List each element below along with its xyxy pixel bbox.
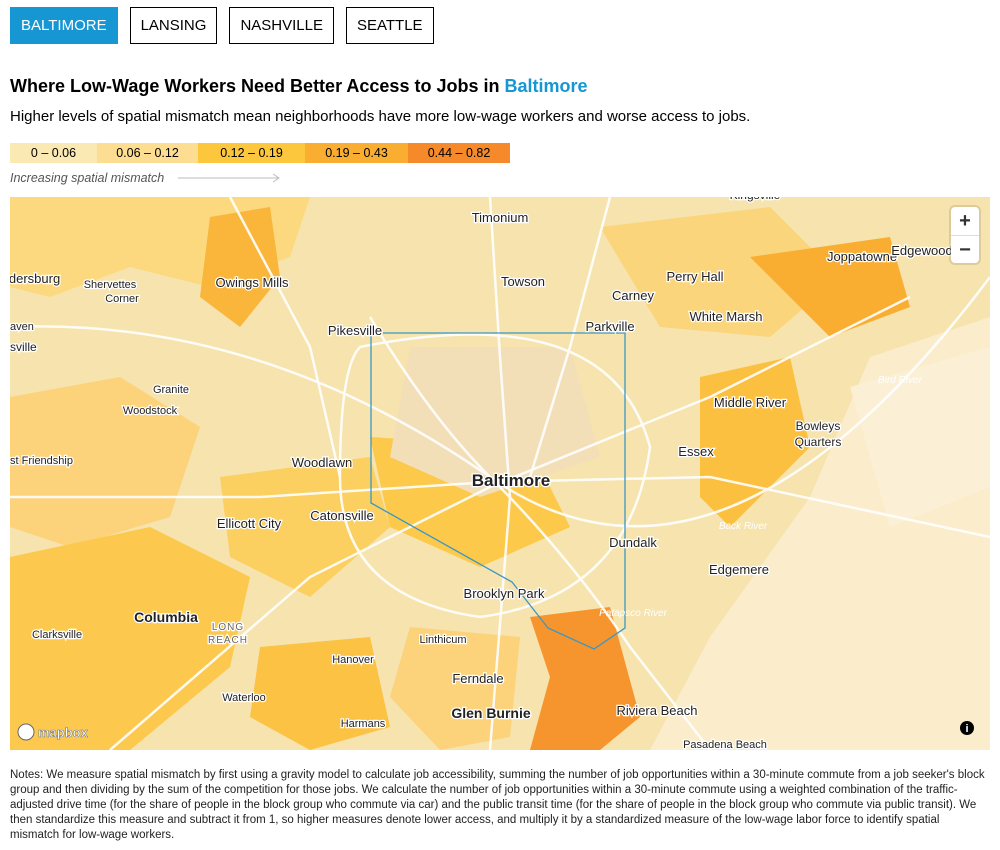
area [10, 527, 250, 750]
place-label: Woodstock [123, 405, 178, 417]
place-label: Linthicum [419, 634, 466, 646]
roads [10, 197, 990, 750]
road [368, 316, 711, 750]
place-label: aven [10, 321, 34, 333]
tab[interactable]: SEATTLE [345, 7, 434, 44]
tab[interactable]: LANSING [129, 7, 218, 44]
road [528, 197, 612, 478]
legend-item: 0.19 – 0.43 [305, 143, 408, 163]
zoom-in[interactable]: + [951, 207, 979, 236]
place-label: Ellicott City [217, 516, 282, 531]
place-label: Bowleys [796, 419, 841, 433]
place-label: Pasadena Beach [683, 739, 767, 750]
title-text: Where Low-Wage Workers Need Better Acces… [10, 76, 500, 96]
area [750, 237, 910, 337]
city-boundary [370, 332, 626, 650]
place-label: Clarksville [32, 629, 82, 641]
info-button[interactable] [960, 721, 974, 735]
road [228, 197, 342, 478]
legend-item: 0.44 – 0.82 [408, 143, 510, 163]
legend-item: 0.06 – 0.12 [97, 143, 198, 163]
zoom-control: + − [951, 207, 979, 263]
road [10, 475, 990, 539]
arrow-head [272, 173, 280, 183]
place-label: sville [10, 340, 37, 354]
place-label: Bird River [878, 375, 923, 386]
area [390, 627, 520, 750]
place-label: Parkville [585, 319, 634, 334]
area [600, 207, 840, 337]
logo-text: mapbox [38, 725, 89, 740]
place-label: Perry Hall [666, 269, 723, 284]
place-label: Timonium [472, 210, 529, 225]
legend-arrow [178, 173, 280, 183]
tab[interactable]: NASHVILLE [229, 7, 334, 44]
place-label: Joppatowne [827, 249, 897, 264]
legend: 0 – 0.06 0.06 – 0.12 0.12 – 0.19 0.19 – 0.4… [10, 143, 510, 163]
area [200, 207, 280, 327]
place-label: st Friendship [10, 455, 73, 467]
place-label: White Marsh [690, 309, 763, 324]
area [250, 637, 390, 750]
place-label: Dundalk [609, 535, 657, 550]
place-label: Shervettes [84, 279, 137, 291]
place-label: Catonsville [310, 508, 374, 523]
area [700, 357, 810, 527]
zoom-out[interactable]: − [959, 238, 971, 261]
place-label: Carney [612, 288, 654, 303]
area-light [390, 347, 600, 497]
place-label: ldersburg [10, 271, 60, 286]
tab[interactable]: BALTIMORE [10, 7, 118, 44]
place-labels: Timonium Towson Carney Perry Hall Joppatowne… [10, 197, 954, 750]
road [488, 197, 512, 750]
logo-icon [17, 723, 35, 741]
place-label: Waterloo [222, 692, 266, 704]
place-label: Corner [105, 293, 139, 305]
place-label: Harmans [341, 718, 386, 730]
place-label: Middle River [714, 395, 787, 410]
city-tabs: BALTIMORE LANSING NASHVILLE SEATTLE [10, 7, 434, 44]
place-label: Edgemere [709, 562, 769, 577]
place-label: Woodlawn [292, 455, 352, 470]
road [109, 295, 911, 750]
place-label: Granite [153, 384, 189, 396]
place-label: REACH [208, 635, 248, 646]
title-city: Baltimore [504, 76, 588, 96]
area [10, 377, 200, 547]
place-label: Quarters [795, 435, 842, 449]
water [850, 347, 990, 527]
place-label: Patapsco River [599, 608, 667, 619]
place-label: Back River [719, 521, 768, 532]
legend-note: Increasing spatial mismatch [10, 171, 165, 185]
place-label: Pikesville [328, 323, 382, 338]
info-text[interactable]: i [965, 723, 968, 735]
title: Where Low-Wage Workers Need Better Acces… [10, 76, 588, 97]
subtitle: Higher levels of spatial mismatch mean n… [10, 108, 751, 125]
place-label: Brooklyn Park [464, 586, 545, 601]
legend-item: 0 – 0.06 [10, 143, 97, 163]
place-label: Owings Mills [216, 275, 289, 290]
legend-item: 0.12 – 0.19 [198, 143, 305, 163]
place-label: Ferndale [452, 671, 503, 686]
notes: Notes: We measure spatial mismatch by fi… [10, 769, 985, 841]
place-label: Columbia [134, 609, 198, 625]
place-label: Essex [678, 444, 714, 459]
place-label: Hanover [332, 654, 374, 666]
place-label: Towson [501, 274, 545, 289]
place-label: Kingsville [730, 197, 781, 202]
place-label: LONG [212, 622, 244, 633]
place-label: Glen Burnie [451, 705, 531, 721]
map[interactable]: Timonium Towson Carney Perry Hall Joppatowne… [10, 197, 990, 750]
area [530, 607, 640, 750]
place-label: Riviera Beach [617, 703, 698, 718]
place-label: Edgewood [891, 243, 952, 258]
mapbox-logo: mapbox [17, 723, 89, 741]
place-label: Baltimore [472, 471, 550, 490]
road [338, 333, 652, 619]
